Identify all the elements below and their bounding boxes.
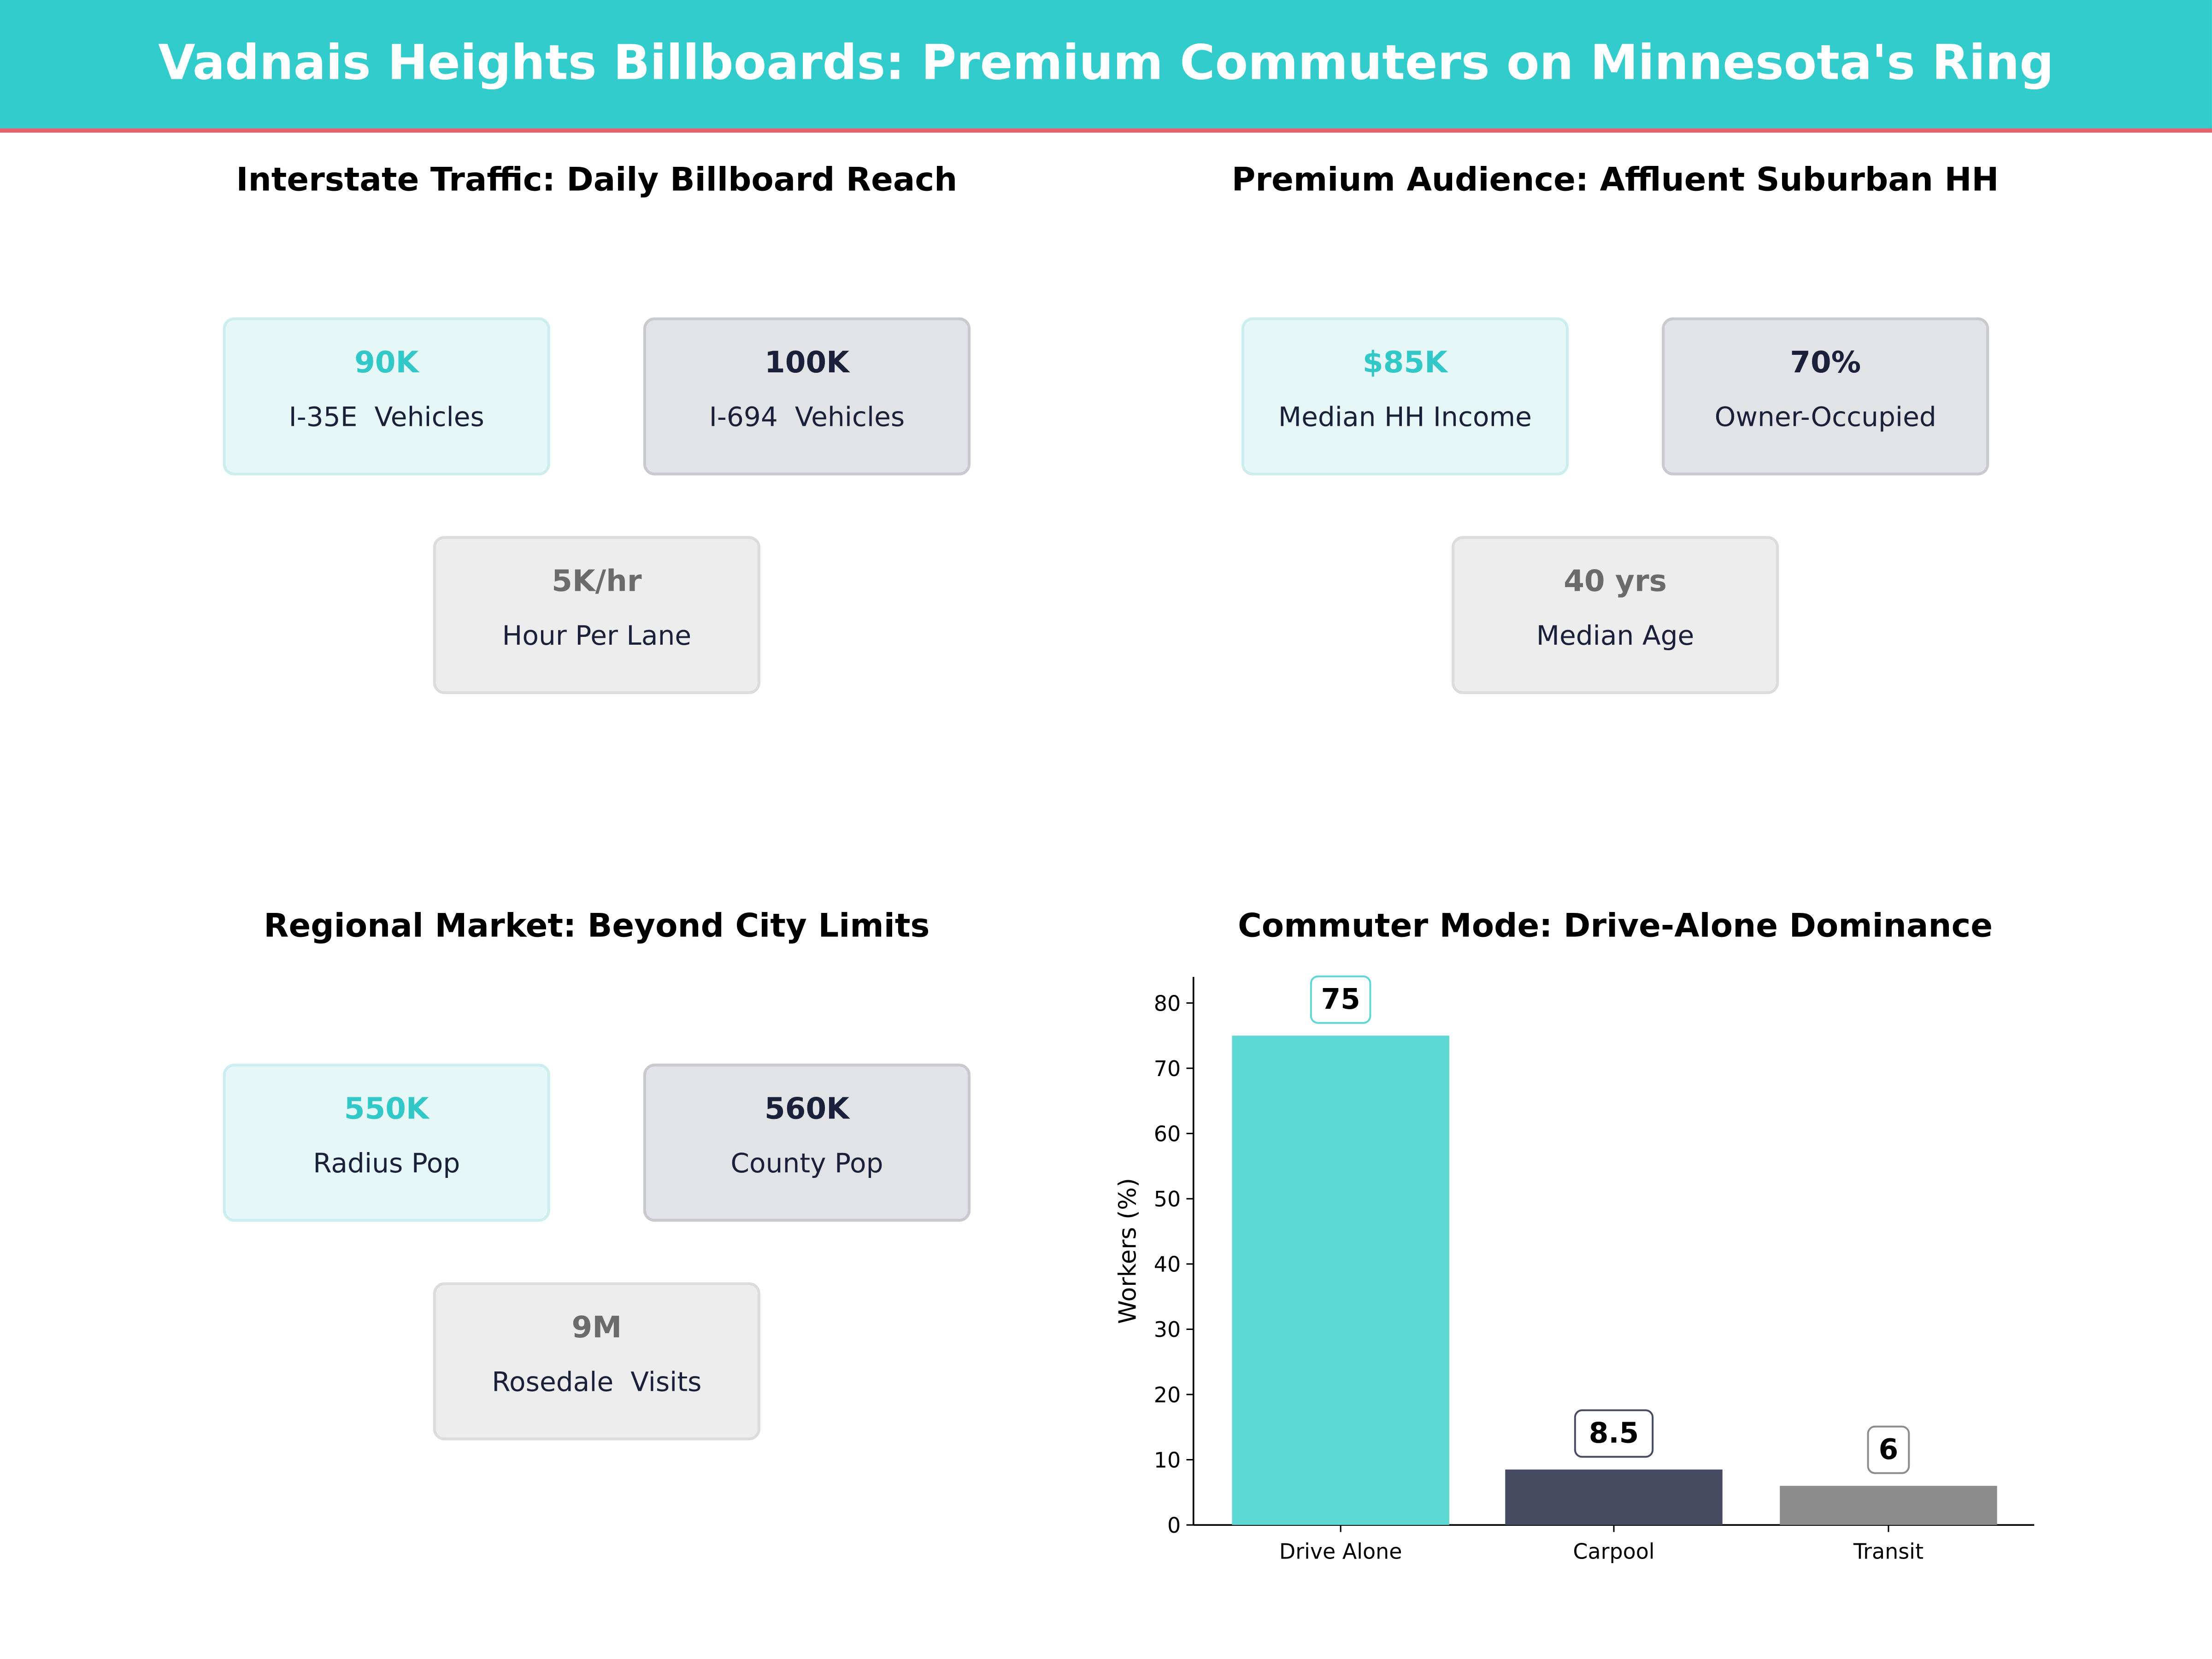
data-label: 8.5 [1589, 1417, 1639, 1450]
kpi-card: 5K/hr Hour Per Lane [433, 536, 760, 694]
kpi-value: 100K [764, 345, 849, 380]
kpi-value: $85K [1362, 345, 1447, 380]
kpi-value: 550K [344, 1092, 429, 1126]
panel-title-audience: Premium Audience: Affluent Suburban HH [1231, 162, 1999, 199]
kpi-card: $85K Median HH Income [1241, 317, 1569, 476]
kpi-card: 70% Owner-Occupied [1662, 317, 1989, 476]
kpi-label: I-694 Vehicles [709, 402, 905, 433]
kpi-card: 9M Rosedale Visits [433, 1282, 760, 1441]
kpi-card: 550K Radius Pop [223, 1064, 550, 1222]
kpi-card: 100K I-694 Vehicles [643, 317, 971, 476]
y-tick-label: 50 [1154, 1187, 1181, 1212]
y-tick-label: 30 [1154, 1317, 1181, 1342]
kpi-label: Owner-Occupied [1714, 402, 1936, 433]
data-label: 6 [1879, 1433, 1899, 1466]
bar-drive-alone [1232, 1035, 1449, 1525]
kpi-value: 90K [354, 345, 419, 380]
y-tick-label: 80 [1154, 991, 1181, 1016]
y-axis-label: Workers (%) [1114, 1178, 1141, 1324]
kpi-label: Radius Pop [313, 1148, 460, 1180]
kpi-value: 40 yrs [1564, 564, 1667, 598]
y-tick-label: 60 [1154, 1122, 1181, 1147]
data-label-box [1574, 1409, 1654, 1458]
chart-title: Commuter Mode: Drive-Alone Dominance [1238, 908, 1993, 946]
kpi-value: 9M [571, 1310, 622, 1345]
y-tick-label: 40 [1154, 1252, 1181, 1277]
data-label: 75 [1321, 983, 1360, 1016]
kpi-label: Median Age [1536, 620, 1694, 652]
kpi-card: 90K I-35E Vehicles [223, 317, 550, 476]
bar-carpool [1505, 1469, 1723, 1525]
y-tick-label: 0 [1167, 1513, 1181, 1538]
bar-transit [1780, 1486, 1997, 1525]
x-tick-label: Transit [1853, 1539, 1924, 1564]
kpi-value: 70% [1790, 345, 1861, 380]
panel-title-regional: Regional Market: Beyond City Limits [264, 908, 930, 946]
data-label-box [1867, 1425, 1910, 1474]
data-label-box [1310, 975, 1371, 1024]
kpi-label: Rosedale Visits [492, 1367, 702, 1398]
x-tick-label: Drive Alone [1279, 1539, 1402, 1564]
x-tick-label: Carpool [1573, 1539, 1654, 1564]
kpi-label: Median HH Income [1278, 402, 1532, 433]
kpi-label: Hour Per Lane [502, 620, 692, 652]
kpi-label: I-35E Vehicles [288, 402, 484, 433]
kpi-card: 560K County Pop [643, 1064, 971, 1222]
panel-title-traffic: Interstate Traffic: Daily Billboard Reac… [236, 162, 958, 199]
kpi-card: 40 yrs Median Age [1451, 536, 1779, 694]
kpi-value: 560K [764, 1092, 849, 1126]
kpi-label: County Pop [730, 1148, 883, 1180]
y-tick-label: 70 [1154, 1056, 1181, 1081]
kpi-value: 5K/hr [552, 564, 642, 598]
y-tick-label: 10 [1154, 1447, 1181, 1472]
header-banner: Vadnais Heights Billboards: Premium Comm… [0, 0, 2212, 133]
page-title: Vadnais Heights Billboards: Premium Comm… [158, 35, 2054, 92]
y-tick-label: 20 [1154, 1382, 1181, 1407]
